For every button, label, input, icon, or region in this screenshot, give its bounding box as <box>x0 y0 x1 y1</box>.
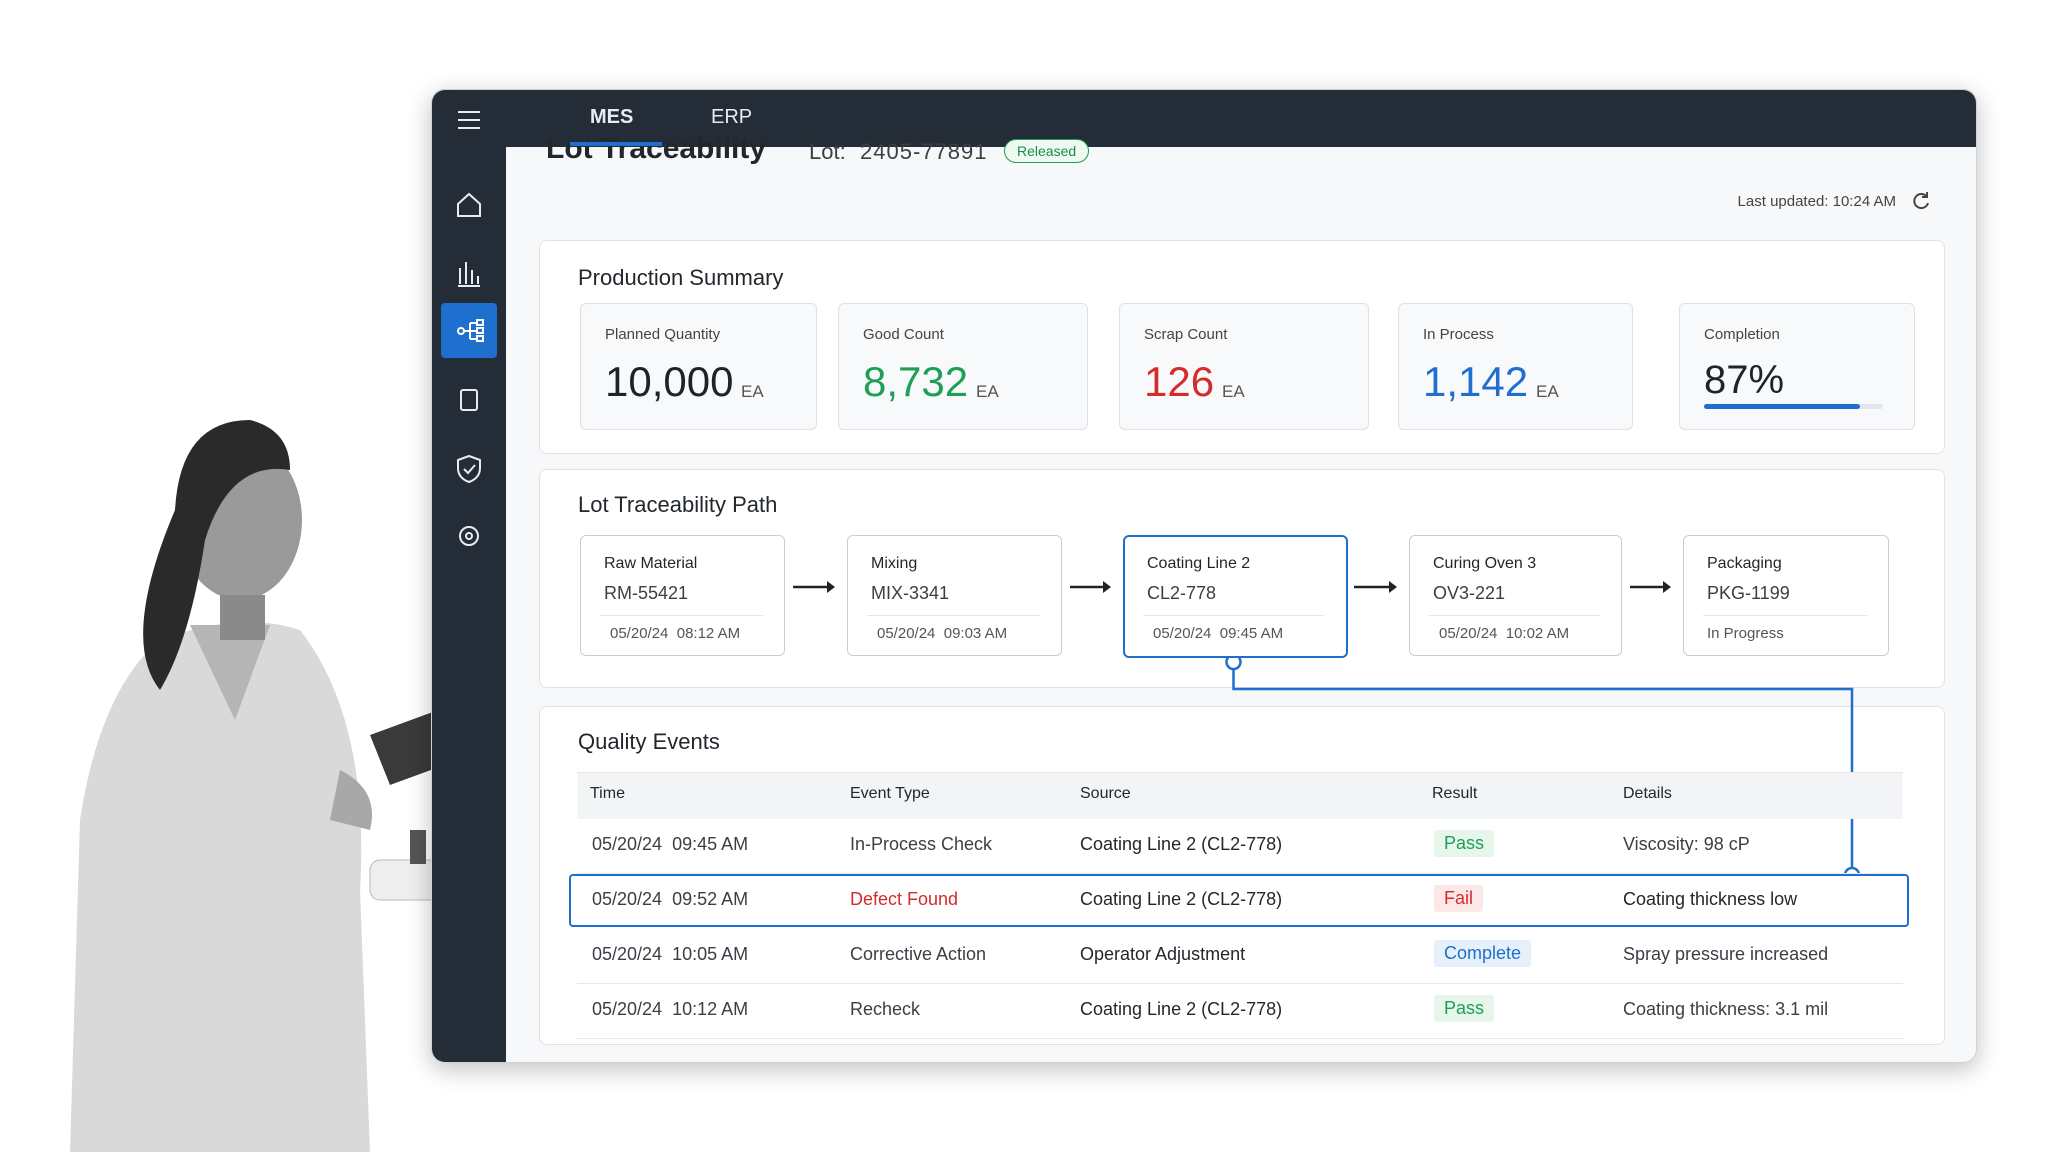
trace-node[interactable] <box>847 535 1062 656</box>
node-time: 05/20/24 08:12 AM <box>610 625 741 642</box>
column-header: Details <box>1623 785 1672 802</box>
node-time: 05/20/24 09:03 AM <box>877 625 1008 642</box>
node-divider <box>1143 615 1324 616</box>
node-name: Packaging <box>1707 555 1782 572</box>
kpi-unit: EA <box>1536 382 1559 401</box>
kpi-card <box>838 303 1088 430</box>
trace-node[interactable] <box>1123 535 1348 658</box>
section-title: Production Summary <box>578 265 784 290</box>
section-title: Lot Traceability Path <box>578 492 778 517</box>
node-time: 05/20/24 09:45 AM <box>1153 625 1284 642</box>
section-title: Quality Events <box>578 729 720 754</box>
cell-event: Defect Found <box>850 889 959 909</box>
node-id: OV3-221 <box>1433 583 1506 603</box>
node-name: Mixing <box>871 555 918 572</box>
cell-time: 05/20/24 09:45 AM <box>592 834 749 854</box>
page-title: Lot Traceability <box>546 132 767 165</box>
result-badge: Pass <box>1434 995 1495 1022</box>
kpi-value: 10,000 <box>605 358 734 405</box>
cell-details: Viscosity: 98 cP <box>1623 834 1750 854</box>
result-badge: Complete <box>1434 940 1532 967</box>
kpi-value: 1,142 <box>1423 358 1529 405</box>
cell-event: Corrective Action <box>850 944 987 964</box>
last-updated: Last updated: 10:24 AM <box>1737 193 1896 210</box>
node-id: CL2-778 <box>1147 583 1217 603</box>
cell-details: Spray pressure increased <box>1623 944 1829 964</box>
kpi-label: Scrap Count <box>1144 326 1228 343</box>
analytics-icon[interactable] <box>458 262 480 287</box>
node-time: In Progress <box>1707 625 1784 642</box>
sidebar <box>432 147 506 1062</box>
column-header: Result <box>1432 785 1478 802</box>
progress-bar <box>1704 404 1860 409</box>
row-divider <box>577 983 1903 984</box>
node-divider <box>1429 615 1600 616</box>
node-divider <box>1703 615 1867 616</box>
cell-event: Recheck <box>850 999 921 1019</box>
kpi-unit: EA <box>976 382 999 401</box>
cell-source: Coating Line 2 (CL2-778) <box>1080 889 1283 909</box>
clipboard-icon[interactable] <box>460 389 478 411</box>
quality-icon[interactable] <box>457 454 481 484</box>
column-header: Time <box>590 785 625 802</box>
tab[interactable]: MES <box>590 106 634 128</box>
node-id: MIX-3341 <box>871 583 950 603</box>
result-badge: Pass <box>1434 830 1495 857</box>
column-header: Event Type <box>850 785 930 802</box>
active-tab-indicator <box>570 142 662 146</box>
cell-source: Coating Line 2 (CL2-778) <box>1080 834 1283 854</box>
top-bar <box>432 90 1976 147</box>
node-id: RM-55421 <box>604 583 689 603</box>
node-id: PKG-1199 <box>1707 583 1790 603</box>
cell-time: 05/20/24 10:12 AM <box>592 999 749 1019</box>
kpi-card <box>1119 303 1369 430</box>
trace-node[interactable] <box>1683 535 1889 656</box>
trace-node[interactable] <box>580 535 785 656</box>
selected-row[interactable] <box>569 874 1909 927</box>
kpi-unit: EA <box>1222 382 1245 401</box>
kpi-label: Good Count <box>863 326 944 343</box>
node-time: 05/20/24 10:02 AM <box>1439 625 1570 642</box>
app-window: Lot Traceability Lot: 2405-77891 Release… <box>431 89 1977 1063</box>
cell-details: Coating thickness: 3.1 mil <box>1623 999 1829 1019</box>
result-badge: Fail <box>1434 885 1484 912</box>
cell-time: 05/20/24 10:05 AM <box>592 944 749 964</box>
cell-source: Coating Line 2 (CL2-778) <box>1080 999 1283 1019</box>
lot-number: 2405-77891 <box>860 139 988 164</box>
settings-icon[interactable] <box>459 526 479 546</box>
lot-label: Lot: <box>809 139 846 164</box>
node-divider <box>867 615 1040 616</box>
sidebar-icons <box>441 111 497 546</box>
kpi-unit: EA <box>741 382 764 401</box>
cell-source: Operator Adjustment <box>1080 944 1246 964</box>
kpi-label: Planned Quantity <box>605 326 721 343</box>
kpi-value: 126 <box>1144 358 1215 405</box>
column-header: Source <box>1080 785 1131 802</box>
node-name: Raw Material <box>604 555 698 572</box>
kpi-card <box>1398 303 1633 430</box>
refresh-button[interactable] <box>1910 190 1932 212</box>
cell-details: Coating thickness low <box>1623 889 1798 909</box>
home-icon[interactable] <box>457 192 481 217</box>
row-divider <box>577 1038 1903 1039</box>
kpi-label: Completion <box>1704 326 1780 343</box>
table-header-bg <box>577 772 1903 819</box>
kpi-value: 87% <box>1704 358 1785 402</box>
node-name: Curing Oven 3 <box>1433 555 1537 572</box>
node-divider <box>600 615 763 616</box>
trace-node[interactable] <box>1409 535 1622 656</box>
kpi-card <box>580 303 817 430</box>
kpi-label: In Process <box>1423 326 1494 343</box>
node-name: Coating Line 2 <box>1147 555 1251 572</box>
row-divider <box>577 873 1903 874</box>
cell-time: 05/20/24 09:52 AM <box>592 889 749 909</box>
menu-icon[interactable] <box>458 111 480 129</box>
tab[interactable]: ERP <box>711 106 753 128</box>
person-photo <box>70 420 540 1152</box>
kpi-value: 8,732 <box>863 358 969 405</box>
cell-event: In-Process Check <box>850 834 993 854</box>
status-badge: Released <box>1004 139 1090 163</box>
